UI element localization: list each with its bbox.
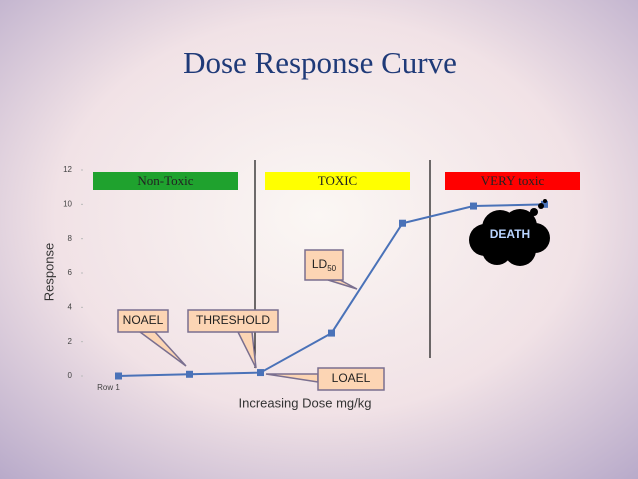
- marker: [115, 372, 122, 380]
- y-tick-label: 0: [68, 371, 73, 380]
- y-tick-label: 6: [68, 268, 73, 277]
- callout-label: THRESHOLD: [196, 313, 270, 327]
- death-label: DEATH: [490, 227, 530, 241]
- cloud-dot: [538, 203, 544, 209]
- callout-text: LOAEL: [332, 371, 371, 385]
- region-label: VERY toxic: [481, 173, 545, 188]
- y-tick-label: 2: [68, 337, 73, 346]
- callout-label: NOAEL: [123, 313, 164, 327]
- y-axis-label: Response: [41, 243, 56, 302]
- callout-cover: [306, 251, 342, 279]
- region-label: Non-Toxic: [137, 173, 193, 188]
- callout-label: LOAEL: [332, 371, 371, 385]
- region-box: [265, 172, 410, 190]
- cloud-dot: [543, 199, 547, 203]
- chart-title: Dose Response Curve: [183, 45, 457, 80]
- marker: [328, 329, 335, 337]
- y-tick-label: 10: [63, 199, 72, 208]
- y-tick-label: 8: [68, 234, 73, 243]
- cloud-puff: [504, 234, 536, 266]
- callout-label: LD50: [312, 257, 337, 273]
- callout-cover: [319, 369, 383, 389]
- y-tick-label: 12: [63, 165, 72, 174]
- y-tick-label: 4: [68, 302, 73, 311]
- marker: [470, 202, 477, 210]
- marker: [257, 369, 264, 377]
- callout-subscript: 50: [327, 264, 336, 273]
- region-box: [93, 172, 238, 190]
- marker: [186, 370, 193, 378]
- cloud-puff: [482, 235, 512, 265]
- region-box: [445, 172, 580, 190]
- x-axis-label: Increasing Dose mg/kg: [239, 395, 372, 410]
- region-label: TOXIC: [318, 173, 357, 188]
- callout-cover: [189, 311, 277, 331]
- callout-text: THRESHOLD: [196, 313, 270, 327]
- marker: [399, 219, 406, 227]
- callout-text: LD: [312, 257, 328, 271]
- x-tick-label: Row 1: [97, 383, 120, 392]
- marker: [541, 200, 548, 208]
- cloud-dot: [530, 208, 538, 216]
- callout-cover: [119, 311, 167, 331]
- callout-text: NOAEL: [123, 313, 164, 327]
